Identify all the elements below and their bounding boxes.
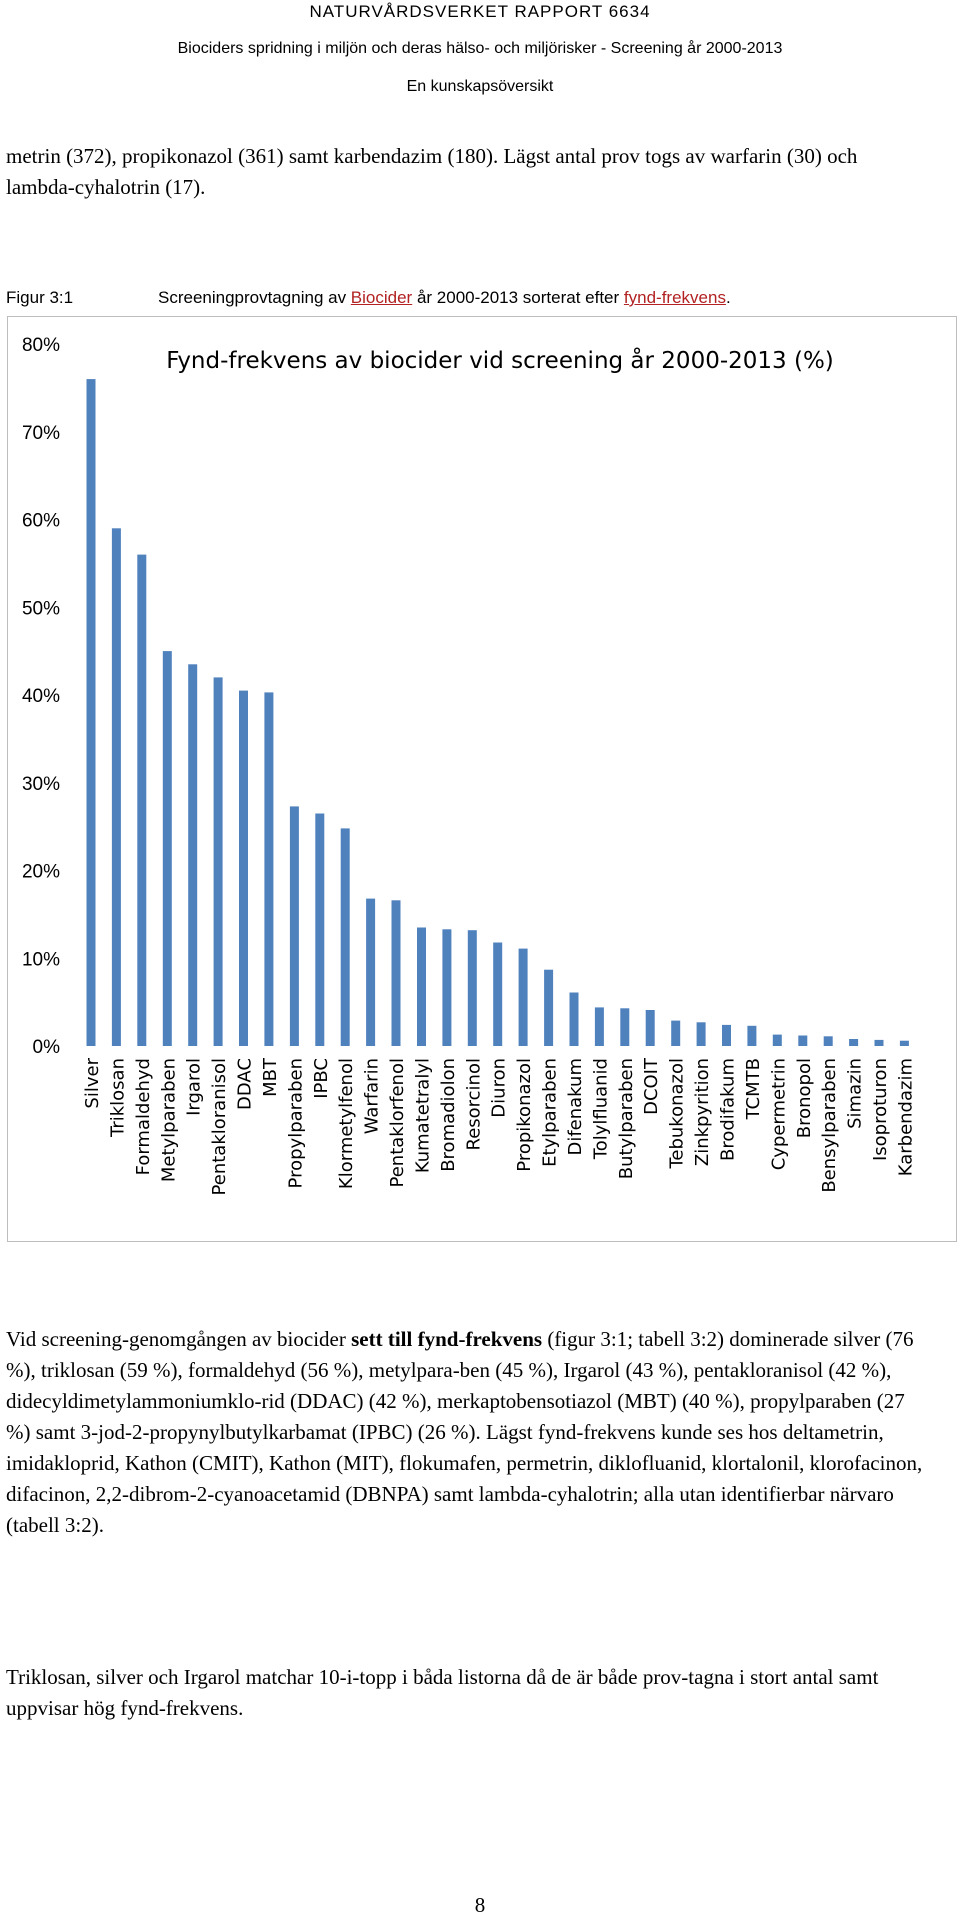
x-category-label: Pentakloranisol [209,1058,230,1195]
bar [569,992,579,1046]
figure-label: Figur 3:1 [6,288,74,307]
x-category-label: Bensylparaben [819,1058,840,1193]
x-category-label: Propylparaben [285,1058,306,1188]
x-category-label: Propikonazol [514,1058,535,1172]
y-tick-label: 20% [22,862,60,883]
bar [544,969,554,1046]
bar [86,379,96,1047]
paragraph-main-part-1: Vid screening-genomgången av biocider [6,1327,352,1351]
x-category-label: Simazin [845,1058,866,1129]
x-category-label: Metylparaben [158,1058,179,1182]
bar [162,651,172,1046]
x-category-label: Pentaklorfenol [387,1058,408,1187]
paragraph-last: Triklosan, silver och Irgarol matchar 10… [6,1665,879,1720]
caption-text-1: Screeningprovtagning av [158,288,351,307]
x-category-label: Brodifakum [718,1058,739,1161]
bar [823,1036,833,1046]
x-category-label: Difenakum [565,1058,586,1156]
bar [315,813,325,1046]
bar-chart: Fynd-frekvens av biocider vid screening … [22,335,916,1195]
bar [366,898,376,1046]
x-category-label: Triklosan [107,1058,128,1138]
bar [417,927,426,1046]
bar [899,1040,909,1046]
x-category-label: Etylparaben [540,1058,561,1167]
paragraph-top: metrin (372), propikonazol (361) samt ka… [6,144,858,199]
bar [594,1007,604,1046]
chart-area: Fynd-frekvens av biocider vid screening … [7,316,957,1242]
bar [671,1020,681,1046]
caption-text-2: år 2000-2013 sorterat efter [412,288,624,307]
x-category-label: Tolylfluanid [590,1058,611,1160]
y-tick-label: 50% [22,598,60,619]
figure-caption-text: Screeningprovtagning av Biocider år 2000… [158,288,731,308]
caption-text-3: . [725,288,731,307]
bar [696,1022,706,1046]
bar [111,528,121,1046]
report-subtitle: Biociders spridning i miljön och deras h… [177,40,783,57]
bar [493,942,503,1046]
bar [645,1010,655,1046]
bar [620,1008,630,1046]
fynd-frekvens-link[interactable]: fynd-frekvens [623,288,726,307]
chart-title: Fynd-frekvens av biocider vid screening … [166,346,834,374]
bar [264,692,274,1046]
paragraph-main-part-2: (figur 3:1; tabell 3:2) dominerade silve… [6,1327,923,1537]
x-category-label: IPBC [311,1058,332,1099]
report-section: En kunskapsöversikt [406,78,554,95]
bar [722,1024,731,1046]
x-category-label: Kumatetralyl [412,1058,433,1173]
x-category-label: DDAC [235,1058,256,1110]
bars [86,379,909,1047]
x-category-label: Butylparaben [616,1058,637,1179]
page-number: 8 [474,1893,486,1917]
bar [239,690,248,1046]
bar [391,900,401,1046]
x-category-label: Isoproturon [870,1058,891,1161]
y-tick-label: 60% [22,511,60,532]
bar [213,677,223,1046]
paragraph-main: Vid screening-genomgången av biocider se… [6,1324,926,1541]
y-tick-label: 40% [22,686,60,707]
bar [289,806,299,1046]
x-category-label: Zinkpyrition [692,1058,713,1166]
x-category-label: Klormetylfenol [336,1058,357,1189]
paragraph-main-bold: sett till fynd-frekvens [351,1327,543,1351]
x-category-label: Resorcinol [463,1058,484,1151]
report-header: NATURVÅRDSVERKET RAPPORT 6634 [309,2,651,21]
x-category-label: TCMTB [743,1058,764,1120]
bar [772,1034,782,1046]
x-category-label: Warfarin [362,1058,383,1134]
bar [747,1025,757,1046]
bar [188,664,198,1046]
bar [518,948,528,1046]
y-tick-label: 80% [22,335,60,356]
x-category-label: Irgarol [184,1058,205,1116]
x-category-label: Silver [82,1057,103,1108]
x-category-label: Cypermetrin [768,1058,789,1170]
y-tick-label: 30% [22,774,60,795]
x-category-label: Diuron [489,1058,510,1118]
bar [874,1039,884,1046]
x-category-label: Bromadiolon [438,1058,459,1172]
x-category-label: Karbendazim [895,1058,916,1176]
bar [467,930,477,1046]
biocider-link[interactable]: Biocider [350,288,413,307]
bar [798,1035,808,1046]
bar [137,554,147,1046]
x-category-label: Formaldehyd [133,1058,154,1175]
y-tick-label: 70% [22,423,60,444]
bar [849,1039,859,1046]
x-category-label: DCOIT [641,1057,662,1115]
x-category-label: MBT [260,1057,281,1097]
x-axis-labels: Silver Triklosan Formaldehyd Metylparaben Ir… [82,1057,916,1195]
y-tick-label: 0% [33,1037,61,1058]
x-category-label: Bronopol [794,1058,815,1138]
y-tick-label: 10% [22,949,60,970]
x-category-label: Tebukonazol [667,1058,688,1170]
bar [442,929,452,1046]
bar [340,828,350,1046]
y-axis: 0% 10% 20% 30% 40% 50% 60% 70% 80% [22,335,60,1058]
